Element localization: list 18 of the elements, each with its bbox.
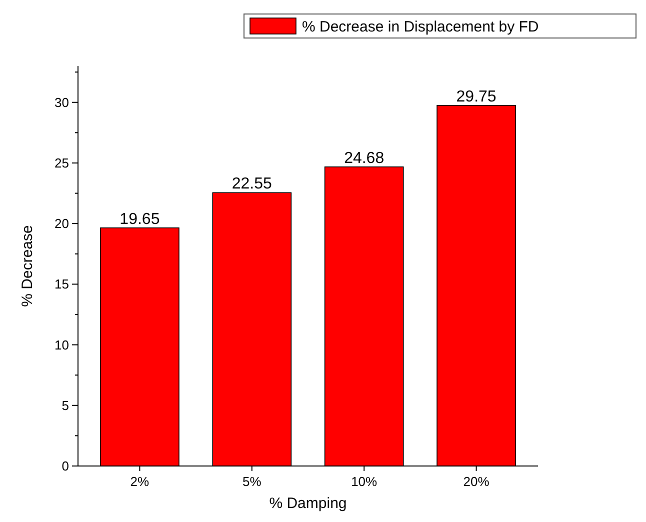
y-tick-label: 30	[54, 94, 69, 110]
data-label: 19.65	[120, 210, 160, 228]
x-tick-label: 5%	[242, 474, 262, 489]
x-tick-label: 2%	[130, 474, 150, 489]
y-tick-label: 15	[54, 276, 69, 292]
y-axis-title: % Decrease	[19, 225, 36, 307]
x-tick-label: 10%	[351, 474, 378, 489]
x-axis-title: % Damping	[269, 495, 347, 512]
y-tick-label: 25	[54, 156, 69, 171]
y-tick-label: 20	[54, 216, 69, 232]
data-label: 29.75	[456, 88, 496, 106]
data-label: 24.68	[344, 150, 384, 167]
data-label: 22.55	[232, 176, 272, 193]
x-tick-label: 20%	[463, 474, 490, 489]
legend-label: % Decrease in Displacement by FD	[302, 18, 539, 36]
y-tick-label: 0	[62, 458, 69, 474]
y-tick-label: 5	[62, 398, 69, 413]
y-tick-label: 10	[54, 337, 69, 352]
